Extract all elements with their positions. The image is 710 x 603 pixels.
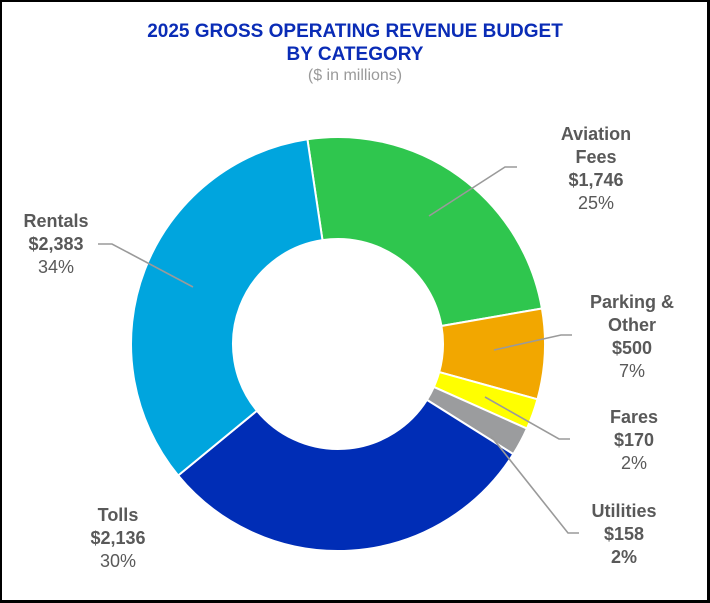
label-tolls: Tolls $2,136 30% <box>48 504 188 573</box>
chart-title-line-1: 2025 GROSS OPERATING REVENUE BUDGET <box>147 21 563 42</box>
leader-line-utilities <box>490 435 579 534</box>
label-tolls-name: Tolls <box>97 505 139 525</box>
label-fares: Fares $170 2% <box>564 406 704 475</box>
slice-tolls <box>176 398 515 552</box>
leader-line-aviation-fees <box>428 166 517 217</box>
label-tolls-percent: 30% <box>99 551 137 571</box>
label-fares-name: Fares <box>609 407 659 427</box>
leader-line-fares <box>484 396 570 440</box>
label-fares-percent: 2% <box>620 453 647 473</box>
slice-aviation-fees <box>306 136 544 328</box>
label-rentals-percent: 34% <box>37 257 75 277</box>
label-aviation-fees-name-2: Fees <box>575 147 617 167</box>
label-parking-other-name-1: Parking & <box>589 292 675 312</box>
leader-lines <box>98 166 579 534</box>
label-rentals: Rentals $2,383 34% <box>0 210 126 279</box>
label-aviation-fees-name-1: Aviation <box>560 124 632 144</box>
label-utilities-value: $158 <box>603 524 645 544</box>
label-aviation-fees: Aviation Fees $1,746 25% <box>526 123 666 215</box>
chart-title-line-2: BY CATEGORY <box>286 44 424 65</box>
label-parking-other-name-2: Other <box>607 315 656 335</box>
label-parking-other-percent: 7% <box>618 361 645 381</box>
donut-slices <box>130 136 546 552</box>
label-rentals-value: $2,383 <box>28 234 84 254</box>
leader-line-rentals <box>98 243 194 288</box>
label-tolls-value: $2,136 <box>90 528 146 548</box>
label-utilities: Utilities $158 2% <box>554 500 694 569</box>
leader-line-parking-other <box>493 334 572 351</box>
label-parking-other-value: $500 <box>611 338 653 358</box>
label-utilities-name: Utilities <box>591 501 657 521</box>
label-aviation-fees-value: $1,746 <box>568 170 624 190</box>
label-parking-other: Parking & Other $500 7% <box>562 291 702 383</box>
label-utilities-percent: 2% <box>610 547 637 567</box>
chart-subtitle: ($ in millions) <box>307 67 403 84</box>
label-fares-value: $170 <box>613 430 655 450</box>
label-aviation-fees-percent: 25% <box>577 193 615 213</box>
label-rentals-name: Rentals <box>23 211 89 231</box>
slice-rentals <box>130 138 324 477</box>
